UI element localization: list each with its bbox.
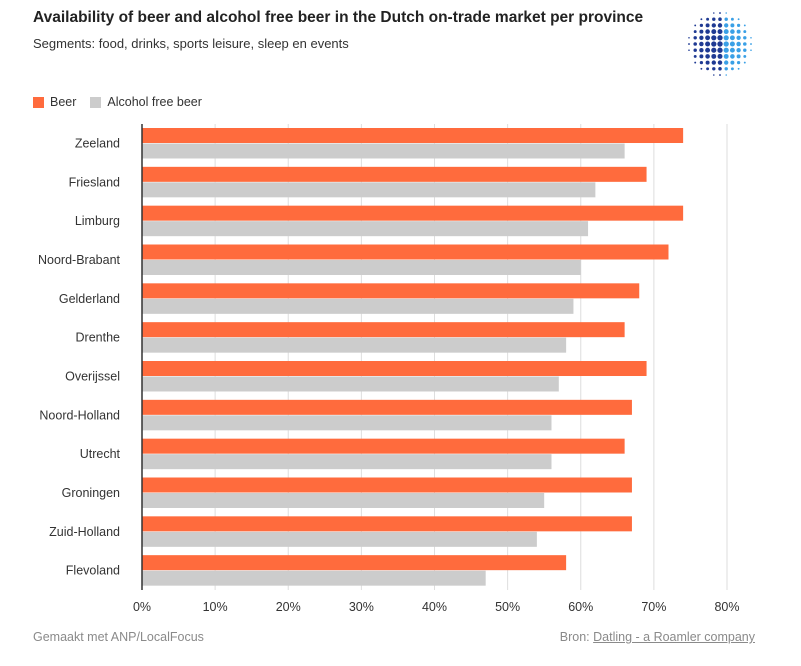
legend-item-beer: Beer [33, 95, 76, 109]
category-label: Groningen [62, 486, 120, 500]
category-labels: Zeeland Friesland Limburg Noord-Brabant Geld… [38, 137, 121, 578]
bar-alcohol-free[interactable] [142, 493, 545, 508]
category-label: Flevoland [66, 564, 120, 578]
category-label: Limburg [75, 214, 120, 228]
x-tick-label: 50% [495, 600, 520, 614]
category-label: Utrecht [80, 447, 121, 461]
bar-alcohol-free[interactable] [142, 298, 574, 314]
source-label: Bron: [559, 630, 590, 644]
bar-alcohol-free[interactable] [142, 221, 589, 237]
bar-alcohol-free[interactable] [142, 570, 486, 586]
gridlines [214, 124, 728, 590]
x-tick-label: 30% [349, 600, 374, 614]
bar-alcohol-free[interactable] [142, 376, 559, 392]
x-tick-label: 10% [203, 600, 228, 614]
category-label: Friesland [69, 175, 120, 189]
bar-alcohol-free[interactable] [142, 260, 581, 275]
bar-beer[interactable] [142, 283, 640, 299]
dot-sphere-logo-icon [688, 12, 752, 76]
bar-beer[interactable] [142, 361, 647, 376]
source-link[interactable]: Datling - a Roamler company [593, 630, 755, 644]
legend-item-alcohol-free: Alcohol free beer [90, 95, 202, 109]
bars [142, 128, 684, 586]
chart-legend: Beer Alcohol free beer [33, 95, 216, 109]
bar-beer[interactable] [142, 322, 625, 338]
x-tick-label: 0% [133, 600, 151, 614]
legend-swatch-alcohol-free [90, 96, 102, 108]
x-tick-label: 80% [714, 600, 739, 614]
bar-alcohol-free[interactable] [142, 337, 567, 353]
category-label: Drenthe [76, 331, 121, 345]
bar-alcohol-free[interactable] [142, 454, 552, 470]
bar-beer[interactable] [142, 438, 625, 454]
legend-label-alcohol-free: Alcohol free beer [107, 95, 202, 109]
x-tick-label: 60% [568, 600, 593, 614]
x-tick-label: 70% [641, 600, 666, 614]
bar-beer[interactable] [142, 205, 684, 221]
x-tick-labels: 0% 10% 20% 30% 40% 50% 60% 70% 80% [133, 600, 740, 614]
bar-alcohol-free[interactable] [142, 531, 537, 547]
bar-beer[interactable] [142, 516, 632, 532]
bar-alcohol-free[interactable] [142, 143, 625, 159]
bar-beer[interactable] [142, 166, 647, 182]
x-tick-label: 40% [422, 600, 447, 614]
category-label: Zeeland [75, 137, 120, 151]
bar-beer[interactable] [142, 244, 669, 260]
made-with-credit: Gemaakt met ANP/LocalFocus [33, 630, 204, 644]
category-label: Noord-Holland [39, 408, 120, 422]
source-credit: Bron: Datling - a Roamler company [560, 630, 755, 644]
bar-beer[interactable] [142, 477, 632, 493]
bar-beer[interactable] [142, 128, 684, 143]
bar-alcohol-free[interactable] [142, 415, 552, 431]
legend-swatch-beer [33, 96, 44, 108]
bar-beer[interactable] [142, 555, 567, 571]
category-label: Zuid-Holland [49, 525, 120, 539]
category-label: Noord-Brabant [38, 253, 121, 267]
bar-alcohol-free[interactable] [142, 182, 596, 198]
bar-beer[interactable] [142, 399, 632, 415]
chart-title: Availability of beer and alcohol free be… [33, 9, 644, 26]
legend-label-beer: Beer [50, 95, 77, 109]
chart-subtitle: Segments: food, drinks, sports leisure, … [33, 36, 349, 51]
category-label: Overijssel [65, 370, 120, 384]
category-label: Gelderland [59, 292, 120, 306]
x-tick-label: 20% [276, 600, 301, 614]
